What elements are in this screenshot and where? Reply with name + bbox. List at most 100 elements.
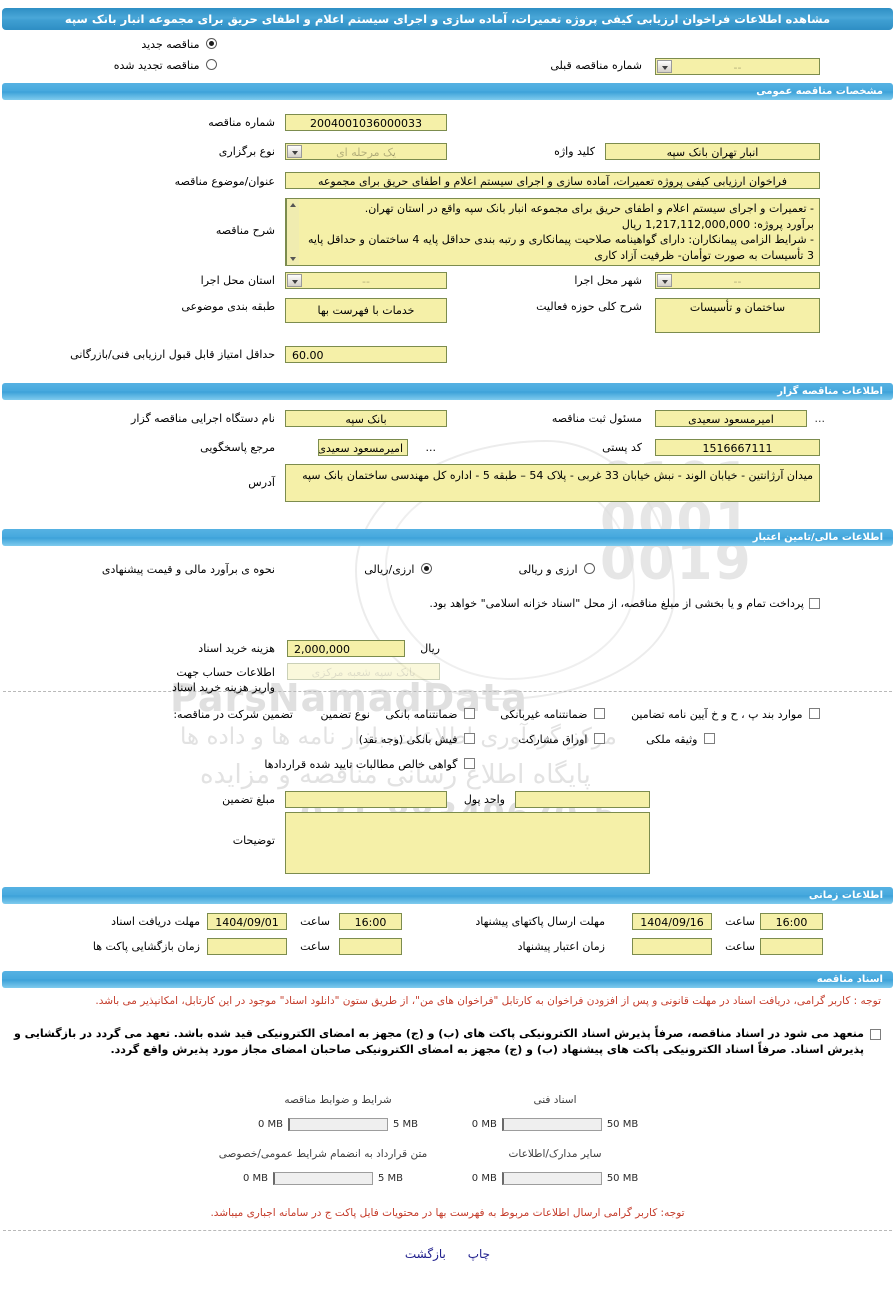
- chevron-down-icon[interactable]: [657, 274, 672, 287]
- opening-hour: [339, 938, 402, 955]
- guarantee-checkbox-2[interactable]: [809, 708, 820, 719]
- upload-max-1: 50 MB: [606, 1119, 639, 1130]
- guarantee-option-6[interactable]: گواهی خالص مطالبات تایید شده قراردادها: [264, 758, 475, 771]
- doc-cost-currency: ریال: [420, 642, 440, 655]
- radio-rial-and-currency-label: ارزی و ریالی: [518, 563, 578, 576]
- registrar-label: مسئول ثبت مناقصه: [551, 412, 642, 425]
- contact-value: امیرمسعود سعیدی: [318, 439, 408, 456]
- holding-type-select[interactable]: یک مرحله ای: [285, 143, 447, 160]
- upload-bar-1[interactable]: 0 MB 50 MB: [472, 1118, 638, 1131]
- upload-min-0: 0 MB: [257, 1119, 283, 1130]
- upload-bar-2[interactable]: 0 MB 5 MB: [243, 1172, 403, 1185]
- print-link[interactable]: چاپ: [467, 1247, 491, 1261]
- chevron-down-icon[interactable]: [657, 60, 672, 73]
- currency-unit-value[interactable]: [515, 791, 650, 808]
- section-header-organizer: اطلاعات مناقصه گزار: [2, 383, 893, 400]
- guarantee-option-4[interactable]: اوراق مشارکت: [518, 733, 605, 746]
- guarantee-checkbox-3[interactable]: [464, 733, 475, 744]
- guarantee-option-label-1: ضمانتنامه غیربانکی: [500, 708, 588, 721]
- radio-renewed-tender-dot[interactable]: [206, 59, 217, 70]
- radio-rial-dot[interactable]: [421, 563, 432, 574]
- min-score-value: 60.00: [285, 346, 447, 363]
- agency-value: بانک سپه: [285, 410, 447, 427]
- opening-date: [207, 938, 287, 955]
- guarantee-option-1[interactable]: ضمانتنامه غیربانکی: [500, 708, 605, 721]
- upload-max-3: 50 MB: [606, 1173, 639, 1184]
- scroll-up-icon[interactable]: [288, 200, 299, 210]
- province-select[interactable]: --: [285, 272, 447, 289]
- guarantee-option-3[interactable]: فیش بانکی (وجه نقد): [359, 733, 475, 746]
- guarantee-option-2[interactable]: موارد بند پ ، ح و خ آیین نامه تضامین: [631, 708, 820, 721]
- chevron-down-icon[interactable]: [287, 145, 302, 158]
- radio-new-tender[interactable]: مناقصه جدید: [141, 38, 217, 51]
- notes-value[interactable]: [285, 812, 650, 874]
- category-value: خدمات با فهرست بها: [285, 298, 447, 323]
- section-header-finance: اطلاعات مالی/تامین اعتبار: [2, 529, 893, 546]
- upload-min-1: 0 MB: [471, 1119, 497, 1130]
- subject-label: عنوان/موضوع مناقصه: [174, 175, 275, 188]
- submit-deadline-hour-label: ساعت: [725, 915, 755, 928]
- upload-track-3[interactable]: [501, 1172, 602, 1185]
- guarantee-option-5[interactable]: وثیقه ملکی: [646, 733, 715, 746]
- guarantee-checkbox-4[interactable]: [594, 733, 605, 744]
- guarantee-option-0[interactable]: ضمانتنامه بانکی: [385, 708, 475, 721]
- guarantee-amount-value[interactable]: [285, 791, 447, 808]
- guarantee-option-label-2: موارد بند پ ، ح و خ آیین نامه تضامین: [631, 708, 803, 721]
- submit-deadline-hour: 16:00: [760, 913, 823, 930]
- upload-caption-2: متن قرارداد به انضمام شرایط عمومی/خصوصی: [218, 1148, 428, 1160]
- radio-new-tender-dot[interactable]: [206, 38, 217, 49]
- account-info-select[interactable]: بانک سپه شعبه مرکزی: [287, 663, 440, 680]
- guarantee-option-label-0: ضمانتنامه بانکی: [385, 708, 458, 721]
- postal-code-label: کد پستی: [602, 441, 642, 454]
- validity-hour: [760, 938, 823, 955]
- account-info-label: اطلاعات حساب جهت واریز هزینه خرید اسناد: [172, 666, 275, 694]
- textarea-scrollbar[interactable]: [286, 199, 299, 265]
- commitment-checkbox[interactable]: [870, 1029, 881, 1040]
- previous-tender-number-select[interactable]: --: [655, 58, 820, 75]
- radio-new-tender-label: مناقصه جدید: [141, 38, 200, 51]
- estimate-type-label: نحوه ی برآورد مالی و قیمت پیشنهادی: [101, 563, 275, 576]
- back-link[interactable]: بازگشت: [404, 1247, 446, 1261]
- upload-max-2: 5 MB: [378, 1173, 404, 1184]
- min-score-label: حداقل امتیاز قابل قبول ارزیابی فنی/بازرگ…: [70, 348, 275, 361]
- guarantee-checkbox-5[interactable]: [704, 733, 715, 744]
- upload-min-2: 0 MB: [242, 1173, 268, 1184]
- page-title: مشاهده اطلاعات فراخوان ارزیابی کیفی پروژ…: [2, 8, 893, 30]
- treasury-checkbox[interactable]: [809, 598, 820, 609]
- validity-date: [632, 938, 712, 955]
- radio-rial-and-currency-dot[interactable]: [584, 563, 595, 574]
- submit-deadline-date: 1404/09/16: [632, 913, 712, 930]
- guarantee-option-label-4: اوراق مشارکت: [518, 733, 588, 746]
- upload-track-1[interactable]: [501, 1118, 602, 1131]
- contact-suffix: ...: [425, 441, 437, 454]
- treasury-checkbox-row[interactable]: پرداخت تمام و یا بخشی از مبلغ مناقصه، از…: [48, 596, 820, 612]
- chevron-down-icon[interactable]: [287, 274, 302, 287]
- tender-number-value: 2004001036000033: [285, 114, 447, 131]
- upload-bar-3[interactable]: 0 MB 50 MB: [472, 1172, 638, 1185]
- radio-renewed-tender-label: مناقصه تجدید شده: [113, 59, 200, 72]
- description-textarea[interactable]: - تعمیرات و اجرای سیستم اعلام و اطفای حر…: [285, 198, 820, 266]
- guarantee-participation-label: تضمین شرکت در مناقصه:: [173, 708, 293, 721]
- city-value: --: [733, 275, 742, 288]
- guarantee-checkbox-6[interactable]: [464, 758, 475, 769]
- upload-min-3: 0 MB: [471, 1173, 497, 1184]
- guarantee-option-label-3: فیش بانکی (وجه نقد): [358, 733, 458, 746]
- address-label: آدرس: [248, 476, 275, 489]
- guarantee-checkbox-0[interactable]: [464, 708, 475, 719]
- tender-number-label: شماره مناقصه: [208, 116, 275, 129]
- doc-receipt-date: 1404/09/01: [207, 913, 287, 930]
- upload-block-0: شرایط و ضوابط مناقصه 0 MB 5 MB: [233, 1094, 443, 1131]
- category-label: طبقه بندی موضوعی: [181, 300, 275, 313]
- upload-caption-0: شرایط و ضوابط مناقصه: [284, 1094, 392, 1106]
- guarantee-checkbox-1[interactable]: [594, 708, 605, 719]
- scroll-down-icon[interactable]: [288, 254, 299, 264]
- upload-bar-0[interactable]: 0 MB 5 MB: [258, 1118, 418, 1131]
- radio-rial-and-currency[interactable]: ارزی و ریالی: [519, 563, 595, 576]
- upload-track-2[interactable]: [273, 1172, 373, 1185]
- radio-rial[interactable]: ارزی/ریالی: [364, 563, 432, 576]
- upload-track-0[interactable]: [288, 1118, 388, 1131]
- subject-value: فراخوان ارزیابی کیفی پروژه تعمیرات، آماد…: [285, 172, 820, 189]
- city-select[interactable]: --: [655, 272, 820, 289]
- radio-renewed-tender[interactable]: مناقصه تجدید شده: [114, 59, 217, 72]
